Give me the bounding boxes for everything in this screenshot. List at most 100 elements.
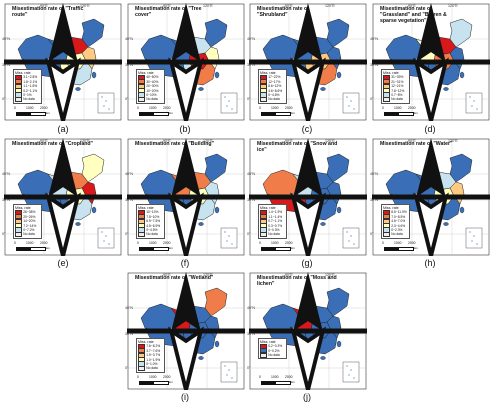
- island-taiwan: [459, 206, 465, 214]
- inset-island: [101, 231, 103, 233]
- legend-label: 40~50%: [146, 75, 159, 80]
- inset-island: [353, 243, 355, 245]
- latitude-label: 30°N: [247, 63, 256, 67]
- scale-bar: [16, 247, 46, 251]
- north-arrow-icon: [4, 138, 122, 256]
- scale-unit: km: [291, 111, 295, 115]
- legend-swatch: [138, 96, 145, 102]
- latitude-label: 30°N: [370, 198, 379, 202]
- latitude-label: 30°N: [247, 332, 256, 336]
- legend-title: Miss. rate: [15, 206, 31, 210]
- island-taiwan: [214, 71, 220, 79]
- inset-island: [224, 96, 226, 98]
- inset-island: [353, 108, 355, 110]
- longitude-label: 120°E: [80, 139, 90, 143]
- legend-label: 0~4.6%: [268, 92, 280, 97]
- map-legend: Miss. rate 31~39% 21~31% 12~21% 7.8~12% 0.7~8…: [381, 69, 410, 104]
- legend-label: 0.7~1.1%: [268, 219, 283, 224]
- north-arrow-icon: [127, 138, 245, 256]
- scale-label: 0: [382, 106, 384, 110]
- legend-title: Miss. rate: [260, 206, 276, 210]
- inset-island: [476, 108, 478, 110]
- legend-label: 17~22%: [268, 75, 281, 80]
- scale-bar: [139, 112, 169, 116]
- longitude-label: 90°E: [285, 4, 293, 8]
- island-taiwan: [459, 71, 465, 79]
- region-northeast: [326, 287, 350, 317]
- map-panel: Misestimation rate of "Grassland" and "B…: [370, 3, 490, 121]
- legend-title: Miss. rate: [138, 71, 154, 75]
- legend-label: 8.6~12%: [268, 84, 282, 89]
- map-panel: Misestimation rate of "Cropland" 40°N 30°N…: [2, 138, 122, 256]
- legend-label: 1.1~1.4%: [268, 214, 283, 219]
- south-china-sea-inset: [220, 92, 238, 114]
- latitude-label: 40°N: [370, 172, 379, 176]
- inset-island: [473, 235, 475, 237]
- inset-island: [350, 369, 352, 371]
- legend-swatch: [260, 352, 267, 358]
- longitude-label: 90°E: [285, 139, 293, 143]
- panel-label: (d): [424, 124, 436, 134]
- legend-label: No data: [268, 232, 280, 237]
- south-china-sea-inset: [97, 92, 115, 114]
- scale-label: 0: [137, 241, 139, 245]
- inset-island: [471, 240, 473, 242]
- inset-island: [476, 243, 478, 245]
- scale-label: 1000: [149, 375, 157, 379]
- scale-label: 0: [382, 241, 384, 245]
- latitude-label: 30°N: [2, 198, 11, 202]
- latitude-label: 0°: [247, 232, 251, 236]
- legend-label: 1.0~1.9%: [146, 357, 161, 362]
- scale-bar: [261, 112, 291, 116]
- legend-label: 12~21%: [391, 84, 404, 89]
- legend-item: No data: [138, 365, 163, 371]
- inset-island: [105, 235, 107, 237]
- region-northeast: [326, 153, 350, 183]
- legend-item: No data: [15, 231, 40, 237]
- map-title: Misestimation rate of "Building": [135, 141, 214, 147]
- map-panel: Misestimation rate of "Shrubland" 40°N 30°…: [247, 3, 367, 121]
- map-legend: Miss. rate 1.4~1.9% 1.1~1.4% 0.7~1.1% 0.3~0.…: [258, 204, 287, 239]
- legend-label: 20~26%: [23, 214, 36, 219]
- legend-item: No data: [260, 96, 285, 102]
- scale-bar: [384, 112, 414, 116]
- latitude-label: 40°N: [125, 306, 134, 310]
- scale-label: 0: [259, 106, 261, 110]
- latitude-label: 40°N: [125, 172, 134, 176]
- north-arrow-icon: [249, 272, 367, 390]
- longitude-label: 120°E: [325, 4, 335, 8]
- scale-label: 1000: [26, 241, 34, 245]
- scale-label: 2000: [285, 375, 293, 379]
- scale-label: 2000: [40, 106, 48, 110]
- scale-label: 0: [137, 375, 139, 379]
- legend-title: Miss. rate: [138, 340, 154, 344]
- inset-island: [105, 100, 107, 102]
- map-legend: Miss. rate 40~50% 30~40% 20~30% 10~20% 0~10% N…: [136, 69, 165, 104]
- island-taiwan: [214, 340, 220, 348]
- longitude-label: 90°E: [163, 273, 171, 277]
- legend-label: 0.7~8%: [391, 92, 403, 97]
- legend-label: 7.0~8.5%: [391, 214, 406, 219]
- inset-island: [350, 100, 352, 102]
- scale-label: 2000: [408, 241, 416, 245]
- latitude-label: 40°N: [2, 172, 11, 176]
- inset-island: [226, 374, 228, 376]
- region-northeast: [204, 287, 228, 317]
- legend-label: 3.1~2.8%: [23, 75, 38, 80]
- south-china-sea-inset: [220, 361, 238, 383]
- inset-island: [469, 96, 471, 98]
- legend-label: 0~4.5%: [146, 227, 158, 232]
- panel-label: (e): [57, 258, 69, 268]
- inset-island: [469, 231, 471, 233]
- inset-island: [224, 231, 226, 233]
- panel-label: (i): [181, 392, 189, 402]
- south-china-sea-inset: [97, 227, 115, 249]
- island-hainan: [320, 356, 326, 360]
- legend-item: No data: [383, 96, 408, 102]
- legend-label: 0~2.3%: [391, 227, 403, 232]
- map-panel: Misestimation rate of "Snow and ice" 40°N…: [247, 138, 367, 256]
- latitude-label: 0°: [125, 366, 129, 370]
- longitude-label: 90°E: [285, 273, 293, 277]
- longitude-label: 90°E: [408, 4, 416, 8]
- legend-label: 14~20%: [23, 219, 36, 224]
